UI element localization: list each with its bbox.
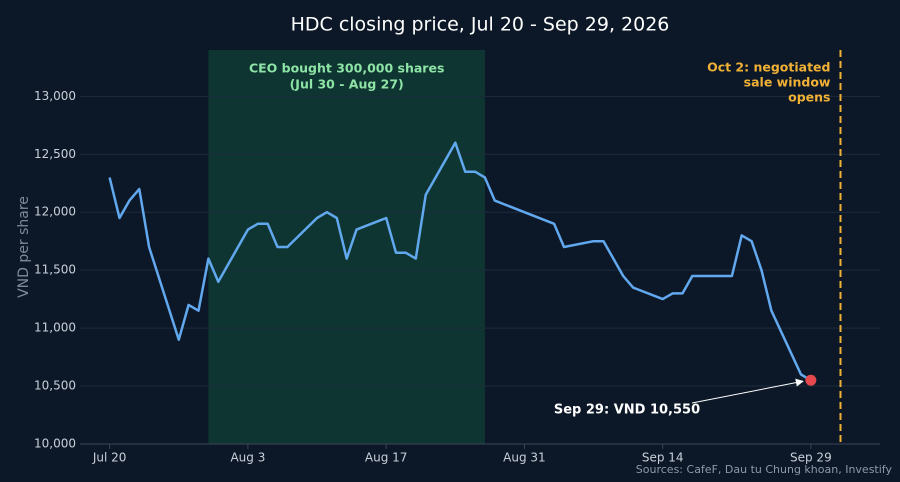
x-tick-label: Aug 3: [230, 451, 265, 465]
price-line: [108, 141, 812, 382]
x-tick-label: Jul 20: [92, 451, 127, 465]
y-tick-label: 11,000: [34, 321, 76, 335]
y-tick-label: 10,000: [34, 437, 76, 451]
event-label: sale window: [744, 75, 831, 90]
chart-title: HDC closing price, Jul 20 - Sep 29, 2026: [291, 14, 670, 36]
source-note: Sources: CafeF, Dau tu Chung khoan, Inve…: [636, 463, 893, 476]
x-tick-label: Aug 31: [503, 451, 546, 465]
shaded-span: [208, 50, 485, 444]
event-label: opens: [788, 90, 830, 105]
span-label: (Jul 30 - Aug 27): [290, 77, 404, 92]
x-tick-label: Aug 17: [365, 451, 408, 465]
y-tick-label: 13,000: [34, 89, 76, 103]
x-tick-label: Sep 29: [790, 451, 832, 465]
y-tick-label: 12,000: [34, 205, 76, 219]
event-label: Oct 2: negotiated: [707, 60, 830, 75]
y-tick-label: 12,500: [34, 147, 76, 161]
y-axis-label: VND per share: [16, 196, 32, 298]
annotation-arrow: [691, 378, 804, 404]
x-tick-label: Sep 14: [642, 451, 684, 465]
y-tick-label: 11,500: [34, 263, 76, 277]
highlight-point: [805, 374, 817, 386]
annotation-label: Sep 29: VND 10,550: [554, 403, 700, 418]
span-label: CEO bought 300,000 shares: [249, 61, 444, 76]
y-tick-label: 10,500: [34, 379, 76, 393]
